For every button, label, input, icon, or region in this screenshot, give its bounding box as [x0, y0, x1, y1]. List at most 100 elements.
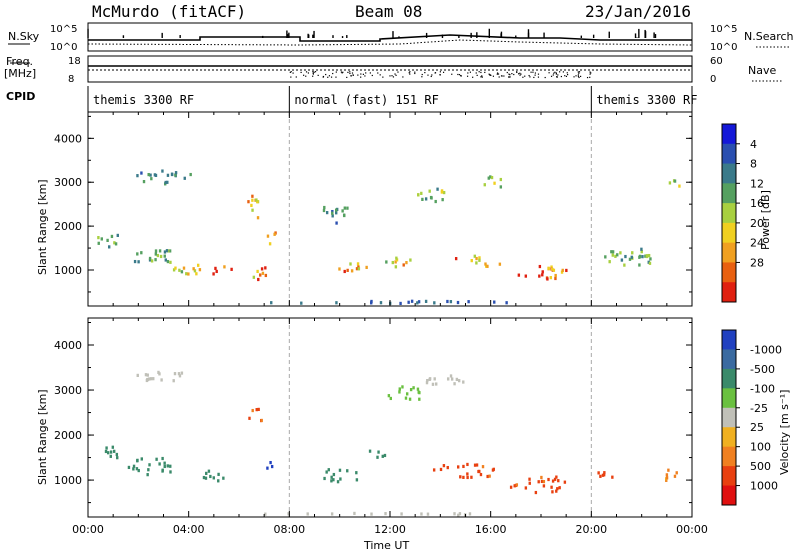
- data-cell: [331, 214, 334, 218]
- data-cell: [135, 467, 139, 471]
- freq-dot: [330, 76, 333, 78]
- data-cell: [339, 477, 342, 481]
- data-cell: [616, 253, 619, 257]
- data-cell: [435, 382, 438, 386]
- freq-dot: [562, 71, 564, 73]
- freq-dot: [578, 76, 580, 79]
- data-cell: [158, 249, 162, 253]
- freq-dot: [349, 72, 351, 75]
- data-cell: [160, 378, 163, 382]
- data-cell: [154, 173, 158, 178]
- colorbar-tick-label: -100: [750, 382, 775, 395]
- data-cell: [475, 261, 478, 265]
- data-cell: [665, 476, 669, 480]
- data-cell: [178, 374, 182, 378]
- freq-dot: [554, 71, 556, 73]
- freq-dot: [431, 74, 433, 76]
- data-cell: [370, 301, 373, 305]
- x-tick-label: 16:00: [475, 523, 507, 536]
- freq-dot: [520, 73, 522, 75]
- y-tick-label: 3000: [54, 176, 82, 189]
- data-cell: [257, 407, 260, 412]
- data-cell: [365, 265, 368, 270]
- data-cell: [132, 464, 136, 468]
- data-cell: [112, 449, 116, 453]
- y-tick-label: 3000: [54, 384, 82, 397]
- data-cell: [551, 490, 554, 494]
- freq-dot: [303, 74, 305, 76]
- data-cell: [217, 479, 220, 483]
- data-cell: [479, 472, 483, 477]
- x-tick-label: 04:00: [173, 523, 205, 536]
- data-cell: [398, 390, 401, 394]
- data-cell: [332, 472, 336, 477]
- data-cell: [491, 468, 495, 472]
- data-cell: [446, 299, 449, 304]
- data-cell: [405, 261, 408, 265]
- data-cell: [524, 274, 528, 278]
- freq-dot: [458, 74, 461, 76]
- data-cell: [156, 253, 160, 258]
- data-cell: [379, 301, 383, 305]
- data-cell: [187, 272, 190, 276]
- data-cell: [440, 189, 444, 193]
- data-cell: [478, 469, 481, 474]
- data-cell: [640, 250, 643, 254]
- data-cell: [555, 475, 558, 479]
- data-cell: [412, 386, 415, 390]
- data-cell: [420, 191, 423, 195]
- data-cell: [137, 260, 140, 264]
- data-cell: [136, 373, 139, 378]
- data-cell: [341, 209, 344, 213]
- data-cell: [456, 465, 460, 469]
- data-cell: [417, 300, 421, 304]
- data-cell: [486, 264, 489, 268]
- nsearch-trace: [87, 39, 693, 46]
- freq-dot: [360, 76, 362, 78]
- data-cell: [408, 397, 412, 401]
- data-cell: [195, 272, 198, 276]
- data-cell: [649, 257, 652, 261]
- freq-dot: [289, 71, 291, 73]
- data-cell: [146, 373, 149, 377]
- panel-frame: [87, 317, 693, 518]
- freq-dot: [312, 72, 314, 74]
- data-cell: [436, 187, 439, 191]
- data-cell: [357, 265, 360, 269]
- cpid-segment-label: themis 3300 RF: [93, 93, 194, 107]
- data-cell: [174, 171, 178, 175]
- data-cell: [370, 512, 373, 516]
- data-cell: [331, 211, 334, 215]
- freq-dot: [341, 72, 343, 74]
- freq-dot: [537, 76, 540, 78]
- data-cell: [377, 450, 380, 454]
- data-cell: [475, 256, 478, 261]
- colorbar-frame: [721, 123, 737, 303]
- power-colorbar: 4 8 12 16 20 24 28: [721, 123, 764, 303]
- data-cell: [395, 258, 399, 262]
- data-cell: [147, 468, 150, 472]
- colorbar-swatch: [722, 427, 736, 448]
- data-cell: [499, 177, 503, 182]
- data-cell: [357, 267, 361, 271]
- data-cell: [149, 377, 153, 381]
- data-cell: [442, 190, 446, 195]
- data-cell: [247, 200, 250, 204]
- data-cell: [405, 392, 409, 396]
- data-cell: [473, 254, 477, 258]
- colorbar-swatch: [722, 124, 736, 145]
- freq-dot: [552, 74, 554, 76]
- data-cell: [159, 254, 163, 259]
- nsearch-tick-top: 10^5: [710, 24, 737, 35]
- colorbar-swatch: [722, 349, 736, 370]
- data-cell: [467, 300, 470, 304]
- data-cell: [150, 177, 153, 181]
- freq-dot: [414, 71, 416, 73]
- data-cell: [325, 470, 328, 474]
- freq-dot: [544, 76, 546, 79]
- data-cell: [97, 235, 100, 240]
- freq-dot: [573, 76, 575, 78]
- freq-dot: [351, 72, 354, 74]
- freq-dot: [530, 71, 532, 73]
- data-cell: [330, 479, 333, 483]
